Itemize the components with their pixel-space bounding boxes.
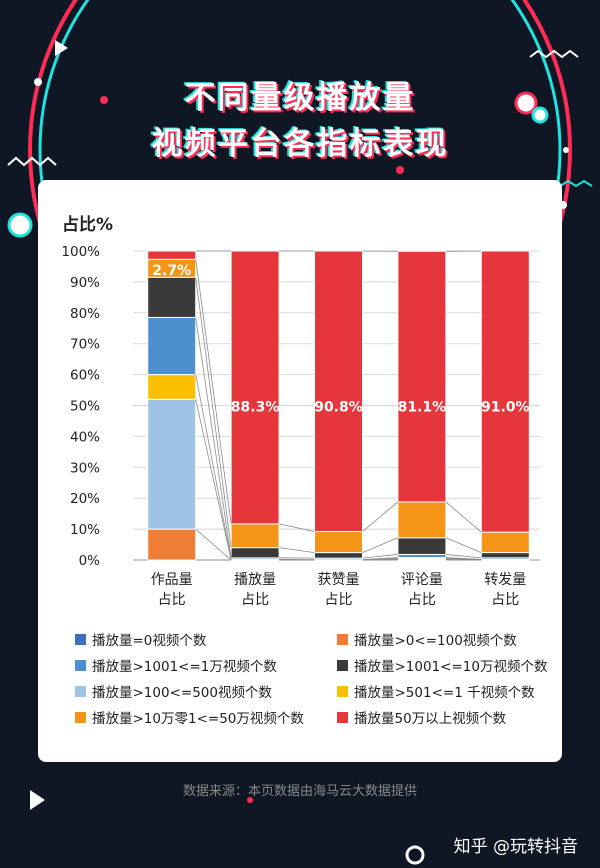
y-tick-label: 100%	[61, 244, 100, 260]
bar-segment	[230, 547, 280, 559]
title-line-1: 不同量级播放量	[184, 80, 416, 116]
connector-line	[195, 259, 232, 524]
bar-segment	[480, 552, 530, 559]
legend-item: 播放量>1001<=1万视频个数	[75, 656, 277, 675]
chart-card	[38, 180, 562, 762]
bar-segment	[147, 528, 197, 561]
connector-line	[445, 554, 482, 559]
bar-segment	[397, 250, 447, 503]
legend-swatch	[75, 685, 86, 697]
connector-line	[195, 399, 232, 560]
bar-segment	[480, 531, 530, 554]
x-tick-label: 占比	[241, 592, 269, 608]
connector-line	[362, 537, 399, 553]
legend-item: 播放量=0视频个数	[75, 630, 207, 649]
x-tick-label: 占比	[158, 592, 186, 608]
bar-segment	[230, 250, 280, 525]
legend-swatch	[337, 711, 348, 723]
connector-line	[195, 277, 232, 548]
legend-item: 播放量>0<=100视频个数	[337, 630, 517, 649]
y-tick-label: 30%	[70, 460, 100, 476]
legend-item: 播放量>10万零1<=50万视频个数	[75, 708, 304, 727]
brand-watermark: 知乎 @玩转抖音	[453, 837, 578, 857]
bar-segment	[314, 552, 363, 559]
connector-line	[445, 558, 482, 561]
y-tick-label: 20%	[70, 491, 100, 507]
data-label: 2.7%	[152, 263, 191, 279]
connector-line	[445, 537, 482, 553]
y-tick-label: 60%	[70, 368, 100, 384]
connector-line	[195, 528, 232, 561]
legend-label: 播放量>1001<=10万视频个数	[354, 659, 548, 675]
y-tick-label: 40%	[70, 429, 100, 445]
x-tick-label: 占比	[408, 592, 436, 608]
connector-line	[362, 558, 398, 561]
connector-line	[279, 547, 315, 553]
y-tick-label: 70%	[70, 337, 100, 353]
bar-segment	[147, 250, 197, 260]
connector-line	[362, 557, 398, 561]
y-tick-label: 50%	[70, 399, 100, 415]
data-label: 91.0%	[481, 400, 530, 416]
legend-swatch	[75, 659, 86, 671]
x-tick-label: 转发量	[484, 572, 526, 588]
x-tick-label: 作品量	[151, 572, 193, 588]
x-tick-label: 播放量	[234, 572, 276, 588]
legend-item: 播放量>501<=1 千视频个数	[337, 682, 535, 701]
bar-segment	[314, 531, 363, 554]
legend-swatch	[337, 685, 348, 697]
legend-label: 播放量>0<=100视频个数	[354, 633, 517, 649]
legend-label: 播放量=0视频个数	[92, 633, 207, 649]
connector-line	[445, 501, 482, 533]
bar-segment	[147, 276, 197, 318]
legend-swatch	[337, 633, 348, 645]
x-tick-label: 占比	[325, 592, 353, 608]
data-label: 90.8%	[314, 400, 363, 416]
x-tick-label: 评论量	[401, 572, 443, 588]
bar-segment	[397, 501, 447, 539]
data-source-note: 数据来源：本页数据由海马云大数据提供	[182, 784, 417, 799]
y-tick-label: 90%	[70, 275, 100, 291]
y-tick-label: 0%	[79, 553, 101, 569]
data-label: 88.3%	[231, 400, 280, 416]
data-label: 81.1%	[398, 400, 447, 416]
legend-swatch	[337, 659, 348, 671]
legend-label: 播放量>1001<=1万视频个数	[92, 659, 277, 675]
x-tick-label: 占比	[491, 592, 519, 608]
connector-line	[279, 523, 315, 532]
legend-label: 播放量50万以上视频个数	[354, 711, 507, 727]
bar-segment	[397, 537, 447, 555]
connector-line	[445, 557, 482, 560]
legend-item: 播放量>100<=500视频个数	[75, 682, 272, 701]
legend-swatch	[75, 633, 86, 645]
bar-segment	[147, 374, 197, 400]
connector-line	[195, 374, 232, 560]
legend-item: 播放量>1001<=10万视频个数	[337, 656, 548, 675]
connector-line	[362, 554, 398, 559]
legend-label: 播放量>10万零1<=50万视频个数	[92, 711, 304, 727]
y-tick-label: 10%	[70, 522, 100, 538]
legend-swatch	[75, 711, 86, 723]
y-tick-label: 80%	[70, 306, 100, 322]
title-line-2: 视频平台各指标表现	[151, 126, 449, 162]
bar-segment	[480, 250, 530, 533]
legend-item: 播放量50万以上视频个数	[337, 708, 507, 727]
bar-segment	[147, 316, 197, 376]
connector-line	[195, 317, 232, 558]
bar-segment	[230, 523, 280, 549]
connector-line	[362, 501, 399, 532]
connector-line	[445, 558, 482, 561]
legend-label: 播放量>501<=1 千视频个数	[354, 685, 535, 701]
bar-segment	[147, 398, 197, 530]
bar-segment	[314, 250, 363, 533]
x-tick-label: 获赞量	[318, 572, 360, 588]
y-axis-label: 占比%	[62, 215, 114, 235]
legend-label: 播放量>100<=500视频个数	[92, 685, 272, 701]
